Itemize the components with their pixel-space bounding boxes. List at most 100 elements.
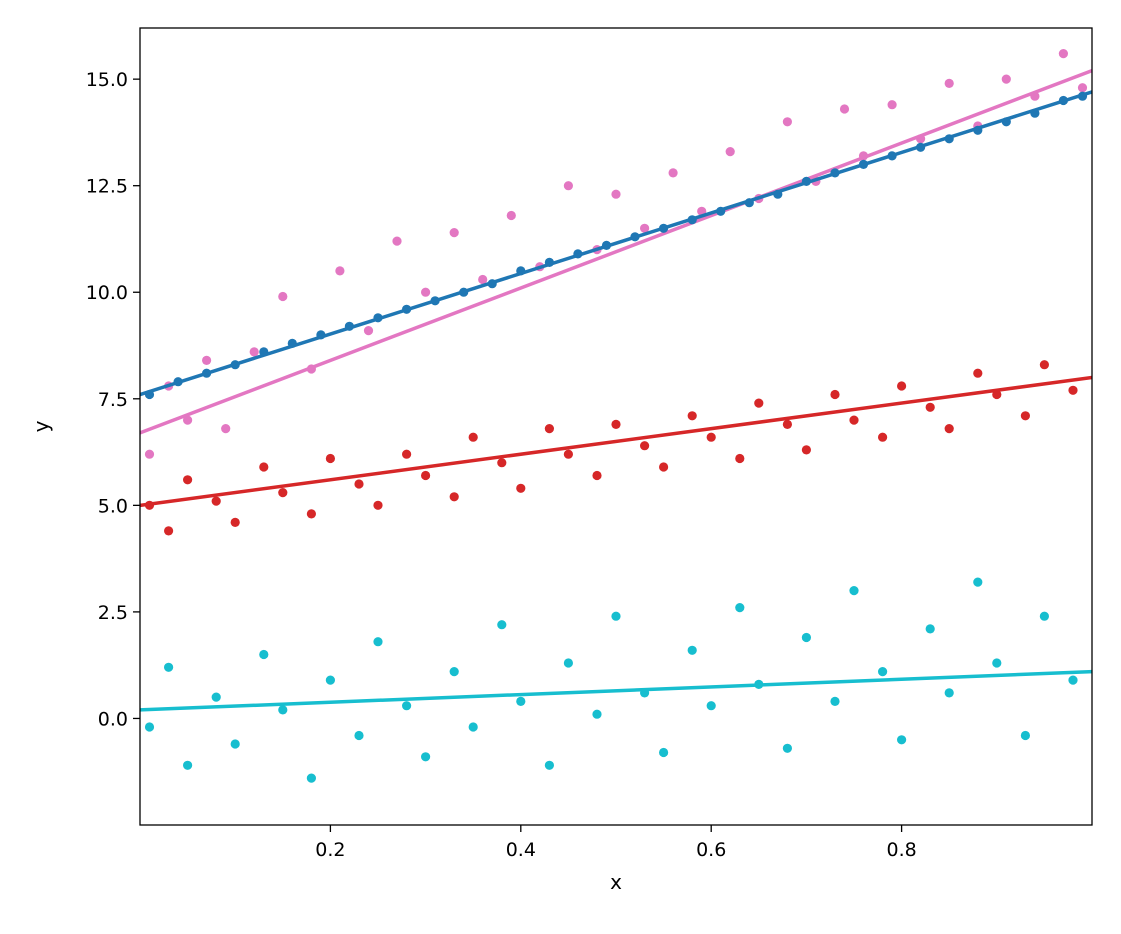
data-point — [506, 210, 516, 221]
x-tick-label: 0.4 — [506, 839, 536, 861]
series-3 — [140, 360, 1092, 536]
y-axis-label: y — [29, 420, 53, 432]
data-point — [925, 624, 935, 634]
series-layer — [140, 49, 1092, 783]
data-point — [325, 675, 335, 685]
series-2 — [140, 90, 1092, 400]
data-point — [373, 637, 383, 647]
data-point — [325, 453, 335, 464]
data-point — [449, 492, 459, 502]
data-point — [887, 100, 897, 110]
data-point — [544, 424, 555, 434]
data-point — [563, 658, 574, 668]
y-tick-label: 2.5 — [98, 602, 128, 624]
x-tick-label: 0.2 — [315, 839, 345, 861]
data-point — [706, 701, 716, 711]
data-point — [1001, 74, 1011, 84]
data-point — [278, 488, 288, 498]
data-point — [563, 181, 574, 191]
data-point — [801, 445, 812, 455]
data-point — [202, 355, 212, 365]
data-point — [1039, 360, 1049, 370]
fit-line — [140, 90, 1092, 397]
fit-line — [140, 669, 1092, 712]
data-point — [640, 441, 650, 451]
data-point — [278, 705, 288, 715]
data-point — [944, 688, 954, 698]
data-point — [144, 722, 155, 732]
y-tick-label: 0.0 — [98, 708, 128, 730]
data-point — [1068, 385, 1078, 395]
data-point — [373, 500, 383, 510]
plot-frame — [139, 27, 1093, 826]
data-point — [659, 747, 669, 758]
data-point — [363, 326, 374, 336]
x-tick-label: 0.8 — [886, 839, 916, 861]
data-point — [468, 722, 478, 732]
data-point — [687, 645, 697, 655]
data-point — [659, 462, 669, 472]
data-point — [544, 760, 555, 770]
data-point — [611, 419, 621, 429]
data-point — [849, 586, 859, 596]
x-axis: 0.2 0.4 0.6 0.8 — [315, 825, 917, 861]
data-point — [183, 760, 193, 770]
y-axis: 0.0 2.5 5.0 7.5 10.0 12.5 15.0 — [86, 69, 140, 730]
data-point — [1058, 49, 1068, 59]
data-point — [1068, 675, 1078, 685]
data-point — [421, 470, 431, 481]
data-point — [592, 470, 602, 481]
data-point — [354, 479, 364, 489]
data-point — [516, 483, 526, 493]
data-point — [801, 632, 812, 643]
data-point — [259, 649, 269, 660]
x-tick-label: 0.6 — [696, 839, 726, 861]
data-point — [221, 424, 231, 434]
data-point — [183, 475, 193, 485]
data-point — [402, 449, 412, 459]
data-point — [925, 402, 935, 412]
data-point — [782, 117, 793, 127]
y-tick-label: 10.0 — [86, 282, 128, 304]
data-point — [897, 381, 907, 391]
data-point — [497, 620, 507, 630]
data-point — [335, 266, 345, 276]
data-point — [878, 667, 888, 677]
data-point — [164, 662, 174, 672]
x-axis-label: x — [610, 870, 622, 894]
data-point — [973, 368, 983, 378]
data-point — [897, 735, 907, 745]
data-point — [392, 236, 402, 246]
data-point — [754, 398, 764, 408]
data-point — [1020, 730, 1030, 741]
data-point — [640, 223, 650, 233]
data-point — [668, 168, 678, 178]
data-point — [839, 104, 850, 114]
series-1 — [140, 49, 1092, 459]
data-point — [402, 701, 412, 711]
data-point — [478, 274, 488, 285]
data-point — [611, 611, 621, 621]
data-point — [164, 526, 174, 536]
data-point — [944, 78, 954, 88]
data-point — [211, 496, 221, 506]
data-point — [973, 577, 983, 587]
data-point — [183, 415, 193, 425]
data-point — [687, 411, 697, 421]
y-tick-label: 5.0 — [98, 495, 128, 517]
data-point — [278, 291, 288, 302]
data-point — [782, 743, 793, 753]
data-point — [1020, 411, 1030, 421]
data-point — [144, 449, 155, 459]
y-tick-label: 12.5 — [86, 176, 128, 198]
data-point — [354, 730, 364, 741]
data-point — [230, 517, 240, 528]
series-4 — [140, 577, 1092, 783]
data-point — [992, 658, 1002, 668]
y-tick-label: 15.0 — [86, 69, 128, 91]
data-point — [611, 189, 621, 199]
data-point — [497, 458, 507, 468]
data-point — [849, 415, 859, 425]
data-point — [449, 667, 459, 677]
